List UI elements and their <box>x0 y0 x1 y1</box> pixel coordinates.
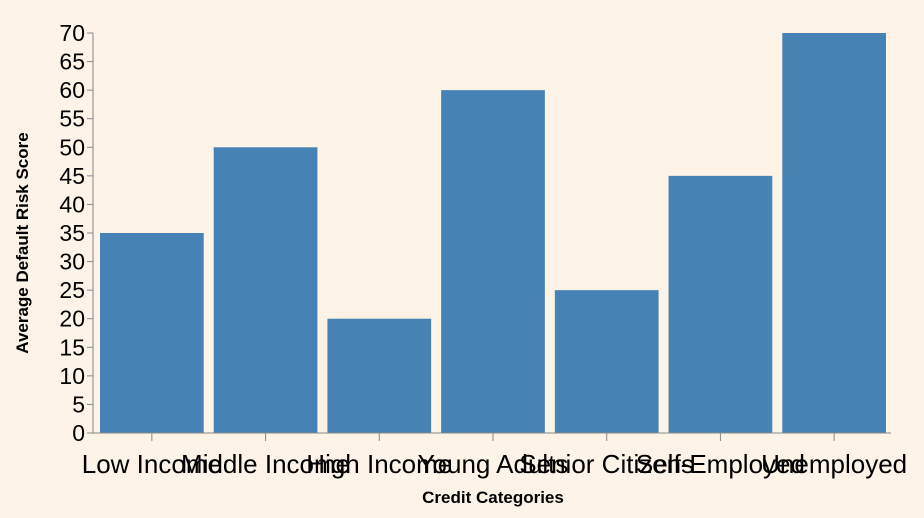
y-tick-label: 50 <box>59 134 85 160</box>
x-tick-label: Young Adults <box>418 449 569 479</box>
y-tick-label: 60 <box>59 77 85 103</box>
x-tick-label: Middle Income <box>181 449 350 479</box>
y-axis-title: Average Default Risk Score <box>13 132 32 353</box>
bars-layer <box>100 33 886 434</box>
y-tick-label: 5 <box>72 391 85 417</box>
y-tick-label: 55 <box>59 106 85 132</box>
bar-low-income <box>100 233 204 433</box>
bar-senior-citizens <box>554 290 659 433</box>
y-tick-label: 10 <box>59 363 85 389</box>
x-tick-label: Senior Citizens <box>519 449 694 479</box>
bar-high-income <box>327 318 432 433</box>
y-tick-label: 25 <box>59 277 85 303</box>
bar-middle-income <box>213 147 318 434</box>
y-tick-label: 45 <box>59 163 85 189</box>
bar-self-employed <box>668 175 773 433</box>
y-tick-label: 20 <box>59 306 85 332</box>
y-tick-label: 35 <box>59 220 85 246</box>
x-axis-title: Credit Categories <box>422 488 564 507</box>
bar-young-adults <box>441 90 545 434</box>
y-tick-label: 65 <box>59 49 85 75</box>
x-tick-label: High Income <box>306 449 452 479</box>
y-tick-label: 15 <box>59 334 85 360</box>
x-tick-label: Low Income <box>82 449 222 479</box>
y-tick-label: 30 <box>59 249 85 275</box>
x-tick-label: Unemployed <box>761 449 907 479</box>
bar-unemployed <box>782 33 886 433</box>
x-tick-label: Self-Employed <box>636 449 805 479</box>
y-tick-label: 0 <box>72 420 85 446</box>
y-tick-label: 40 <box>59 191 85 217</box>
y-tick-label: 70 <box>59 20 85 46</box>
